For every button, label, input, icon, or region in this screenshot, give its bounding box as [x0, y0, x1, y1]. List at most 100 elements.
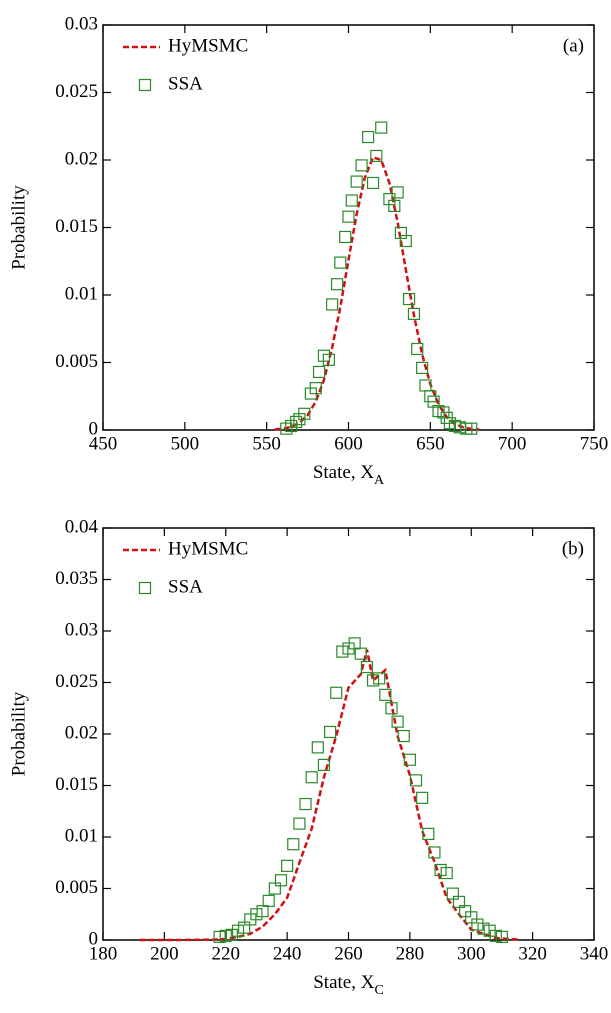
- marker: [373, 672, 386, 685]
- marker: [440, 866, 453, 880]
- y-tick-label: 0.005: [55, 877, 98, 898]
- y-tick-label: 0.025: [55, 81, 98, 102]
- legend-label: HyMSMC: [168, 538, 248, 559]
- marker: [317, 758, 331, 772]
- y-tick-label: 0.035: [55, 568, 98, 589]
- marker: [219, 929, 232, 942]
- marker: [262, 894, 275, 907]
- marker: [231, 924, 245, 937]
- x-tick-label: 550: [252, 433, 281, 454]
- annotation: (a): [563, 35, 584, 56]
- y-tick-label: 0.01: [65, 283, 98, 304]
- marker: [375, 121, 388, 134]
- marker: [354, 647, 367, 660]
- x-axis-label-text: State, X: [313, 972, 374, 993]
- marker: [403, 753, 416, 766]
- marker: [446, 887, 459, 900]
- marker: [370, 149, 383, 163]
- marker: [477, 922, 490, 935]
- marker: [399, 234, 412, 248]
- marker: [385, 702, 398, 715]
- marker: [345, 194, 358, 207]
- marker: [416, 361, 429, 374]
- marker: [336, 645, 349, 658]
- marker: [213, 930, 226, 944]
- marker: [391, 715, 404, 728]
- marker: [274, 874, 288, 887]
- y-tick-label: 0.01: [65, 825, 98, 846]
- panel: 0 0.005 0.01 0.015 0.02 0.025 0.03 0.035 0.04 180…: [8, 516, 608, 998]
- legend-label: HyMSMC: [168, 35, 248, 56]
- y-tick-label: 0: [89, 928, 99, 949]
- annotation: (b): [562, 538, 584, 559]
- legend-label: SSA: [168, 576, 203, 597]
- marker: [379, 688, 392, 701]
- marker: [489, 929, 502, 942]
- x-tick-label: 500: [171, 433, 200, 454]
- marker: [391, 186, 404, 199]
- marker: [402, 292, 416, 306]
- marker: [350, 175, 363, 188]
- legend-marker: [138, 581, 152, 595]
- marker: [355, 159, 368, 172]
- y-tick-label: 0.04: [65, 516, 99, 537]
- marker: [334, 256, 347, 269]
- x-tick-label: 650: [416, 433, 445, 454]
- marker: [360, 660, 374, 674]
- y-tick-label: 0.03: [65, 619, 98, 640]
- marker: [312, 365, 326, 379]
- line: [274, 155, 480, 431]
- marker: [416, 791, 429, 804]
- marker: [342, 210, 355, 223]
- marker: [471, 918, 484, 931]
- marker: [407, 307, 421, 320]
- marker: [428, 846, 441, 859]
- marker: [250, 908, 263, 921]
- marker: [362, 130, 375, 144]
- marker: [452, 895, 466, 908]
- x-tick-label: 260: [334, 943, 363, 964]
- x-axis-label-text: State, X: [313, 462, 374, 483]
- marker: [299, 797, 312, 811]
- x-tick-label: 240: [273, 943, 302, 964]
- x-tick-label: 600: [334, 433, 363, 454]
- line: [139, 649, 521, 942]
- x-tick-label: 320: [518, 943, 547, 964]
- y-tick-label: 0.02: [65, 722, 98, 743]
- marker: [422, 827, 435, 841]
- x-tick-label: 220: [212, 943, 241, 964]
- marker: [309, 382, 322, 395]
- marker: [323, 725, 337, 739]
- marker: [339, 230, 352, 244]
- x-axis-label: State, XA: [313, 462, 385, 488]
- marker: [348, 637, 361, 650]
- marker: [434, 863, 447, 877]
- marker: [465, 422, 478, 435]
- x-axis-label-sub: A: [374, 473, 385, 488]
- y-tick-label: 0.015: [55, 774, 98, 795]
- marker: [293, 817, 306, 830]
- marker: [311, 741, 324, 754]
- marker: [326, 298, 339, 311]
- y-tick-label: 0.015: [55, 216, 98, 237]
- x-tick-label: 300: [457, 943, 486, 964]
- marker: [465, 911, 478, 924]
- x-axis-label-sub: C: [374, 983, 383, 998]
- marker: [409, 774, 423, 787]
- marker: [459, 905, 472, 918]
- x-axis-label: State, XC: [313, 972, 384, 998]
- marker: [225, 928, 238, 941]
- x-tick-label: 340: [580, 943, 609, 964]
- marker: [287, 838, 300, 851]
- marker: [388, 199, 401, 212]
- marker: [298, 407, 311, 420]
- marker: [366, 176, 380, 190]
- marker: [268, 882, 281, 895]
- y-tick-label: 0: [89, 418, 99, 439]
- legend-label: SSA: [168, 73, 203, 94]
- marker: [305, 771, 318, 784]
- y-axis-label: Probability: [8, 691, 29, 776]
- y-tick-label: 0.03: [65, 13, 98, 34]
- x-tick-label: 180: [89, 943, 118, 964]
